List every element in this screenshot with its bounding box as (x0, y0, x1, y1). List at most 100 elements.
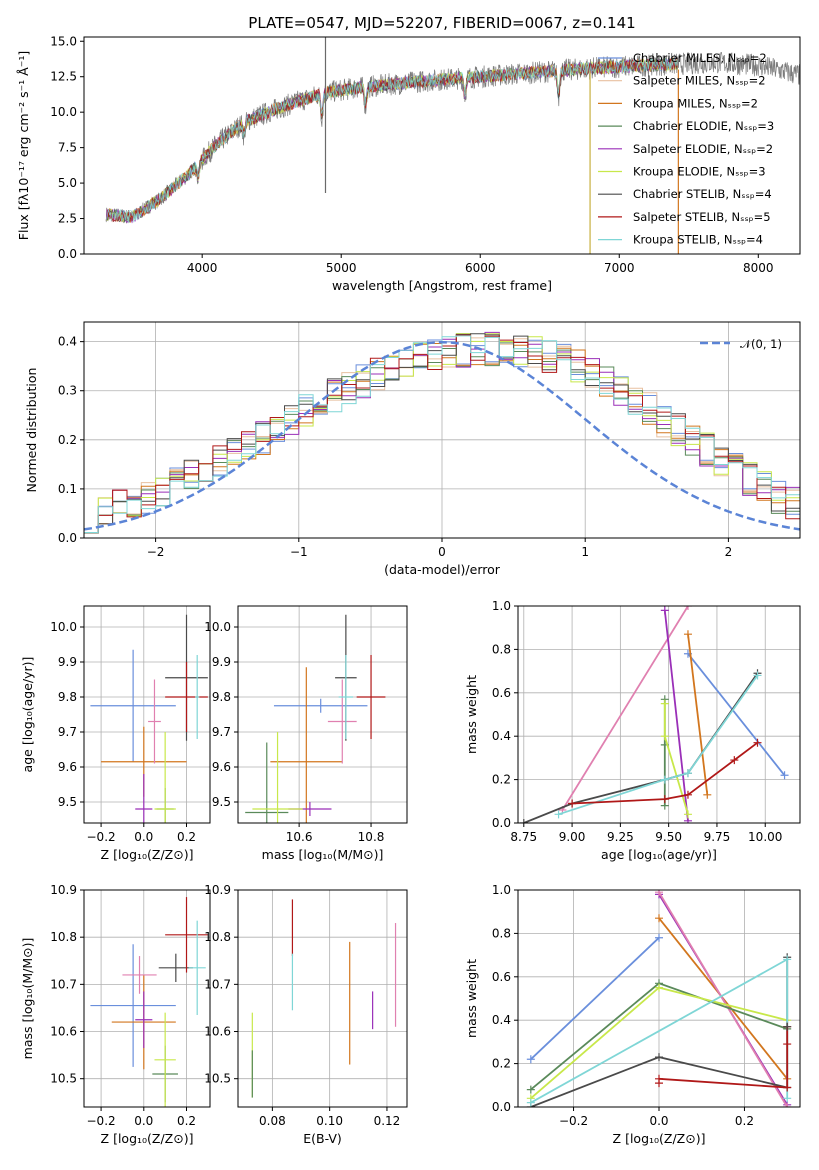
y-tick-label: 7.5 (58, 141, 77, 155)
plot-area (251, 899, 397, 1098)
errorbar-point (252, 732, 303, 823)
x-tick-label: 0.0 (649, 1114, 668, 1128)
x-axis-label: age [log₁₀(age/yr)] (601, 847, 717, 862)
legend-label: Chabrier ELODIE, Nₛₛₚ=3 (633, 119, 774, 133)
panel-residuals: −2 −1 0 1 2 0.0 0.1 0.2 0.3 0.4 (data-model)/error… (24, 321, 801, 577)
panel-age-vs-Z: −0.2 0.0 0.2 9.5 9.6 9.7 9.8 9.9 10.0 Z [log₁₀(Z/… (20, 605, 211, 862)
mass-weight-marker (519, 819, 528, 823)
y-tick-label: 10.9 (204, 883, 231, 897)
errorbar-point (188, 920, 206, 1016)
mass-weight-marker (683, 810, 692, 819)
x-tick-label: 8.75 (510, 830, 537, 844)
x-tick-label: 0 (438, 545, 446, 559)
errorbar-point (165, 897, 208, 973)
x-tick-label: −0.2 (87, 830, 116, 844)
errorbar-point (122, 956, 157, 994)
x-tick-label: 10.00 (748, 830, 782, 844)
mass-weight-marker (526, 1055, 535, 1064)
y-tick-label: 0.0 (492, 1100, 511, 1114)
mass-weight-marker (660, 732, 669, 741)
mass-weight-marker (753, 738, 762, 747)
y-tick-label: 10.8 (50, 930, 77, 944)
x-axis-label: (data-model)/error (384, 562, 501, 577)
panel-weight-vs-age: 8.75 9.00 9.25 9.50 9.75 10.00 0.0 0.2 0.4 0.6 0.8… (464, 599, 801, 862)
errorbar-point (90, 649, 176, 762)
y-tick-label: 10.5 (50, 1072, 77, 1086)
y-tick-label: 9.8 (58, 690, 77, 704)
mass-weight-marker (783, 1083, 792, 1092)
mass-weight-marker (660, 775, 669, 784)
panel-weight-vs-Z: −0.2 0.0 0.2 0.0 0.2 0.4 0.6 0.8 1.0 Z [log₁₀(Z/Z… (464, 883, 801, 1146)
model-spectrum-line (105, 57, 679, 223)
y-tick-label: 0.3 (58, 384, 77, 398)
mass-weight-marker (703, 790, 712, 799)
axes-frame (237, 605, 408, 824)
errorbar-point (158, 953, 193, 982)
y-axis-label: age [log₁₀(age/yr)] (20, 657, 35, 773)
y-tick-label: 9.8 (212, 690, 231, 704)
y-tick-label: 0.4 (58, 335, 77, 349)
mass-weight-marker (526, 1085, 535, 1094)
x-tick-label: 10.6 (286, 830, 313, 844)
x-axis-label: E(B-V) (303, 1131, 342, 1146)
axes-frame (83, 605, 211, 824)
y-axis-label: mass [log₁₀(M/M⊙)] (20, 938, 35, 1060)
x-axis-label: Z [log₁₀(Z/Z⊙)] (101, 1131, 194, 1146)
mass-weight-marker (783, 1040, 792, 1049)
y-tick-label: 9.5 (212, 795, 231, 809)
errorbar-point (273, 698, 368, 713)
y-tick-label: 0.4 (492, 729, 511, 743)
y-tick-label: 9.5 (58, 795, 77, 809)
mass-weight-marker (783, 1022, 792, 1031)
y-tick-label: 10.5 (204, 1072, 231, 1086)
y-axis-label: Flux [fλ10⁻¹⁷ erg cm⁻² s⁻¹ Å⁻¹] (16, 51, 31, 240)
y-tick-label: 0.0 (58, 247, 77, 261)
errorbar-point (90, 944, 176, 1067)
x-tick-label: 2 (725, 545, 733, 559)
mass-weight-marker (655, 890, 663, 897)
x-tick-label: 10.8 (358, 830, 385, 844)
y-axis-label: Normed distribution (24, 368, 39, 493)
x-tick-label: −0.2 (559, 1114, 588, 1128)
y-tick-label: 1.0 (492, 599, 511, 613)
residual-histogram-step (84, 335, 800, 533)
mass-weight-marker (554, 810, 563, 819)
y-tick-label: 5.0 (58, 176, 77, 190)
x-axis-label: wavelength [Angstrom, rest frame] (332, 278, 552, 293)
errorbar-point (135, 991, 153, 1049)
panel-age-vs-mass: 10.6 10.8 9.5 9.6 9.7 9.8 9.9 10.0 mass [log₁₀(M… (204, 605, 408, 862)
y-tick-label: 10.0 (50, 105, 77, 119)
x-tick-label: −2 (147, 545, 165, 559)
y-tick-label: 9.6 (212, 760, 231, 774)
x-tick-label: −0.2 (87, 1114, 116, 1128)
chart-title: PLATE=0547, MJD=52207, FIBERID=0067, z=0… (248, 14, 635, 32)
errorbar-point (327, 679, 357, 764)
legend-label: Chabrier MILES, Nₛₛₚ=2 (633, 51, 767, 65)
mass-weight-line (530, 937, 660, 1060)
errorbar-point (135, 774, 153, 823)
mass-weight-marker (655, 1079, 663, 1088)
mass-weight-marker (655, 914, 663, 923)
x-tick-label: 0.0 (134, 1114, 153, 1128)
x-tick-label: 0.2 (177, 830, 196, 844)
y-tick-label: 0.2 (492, 773, 511, 787)
plot-area (105, 37, 800, 254)
plot-area (519, 606, 789, 823)
axes-frame (517, 889, 801, 1108)
y-tick-label: 0.8 (492, 642, 511, 656)
mass-weight-marker (683, 630, 692, 639)
legend-label: Kroupa STELIB, Nₛₛₚ=4 (633, 233, 763, 247)
y-tick-label: 9.7 (212, 725, 231, 739)
y-tick-label: 12.5 (50, 70, 77, 84)
y-tick-label: 0.6 (492, 686, 511, 700)
legend-label: Kroupa MILES, Nₛₛₚ=2 (633, 96, 758, 110)
y-tick-label: 10.7 (204, 977, 231, 991)
mass-weight-marker (780, 771, 789, 780)
y-tick-label: 10.0 (204, 620, 231, 634)
mass-weight-marker (753, 671, 762, 680)
mass-weight-marker (783, 955, 792, 964)
y-axis-label: mass weight (464, 959, 479, 1038)
y-tick-label: 10.8 (204, 930, 231, 944)
mass-weight-marker (783, 1103, 792, 1107)
